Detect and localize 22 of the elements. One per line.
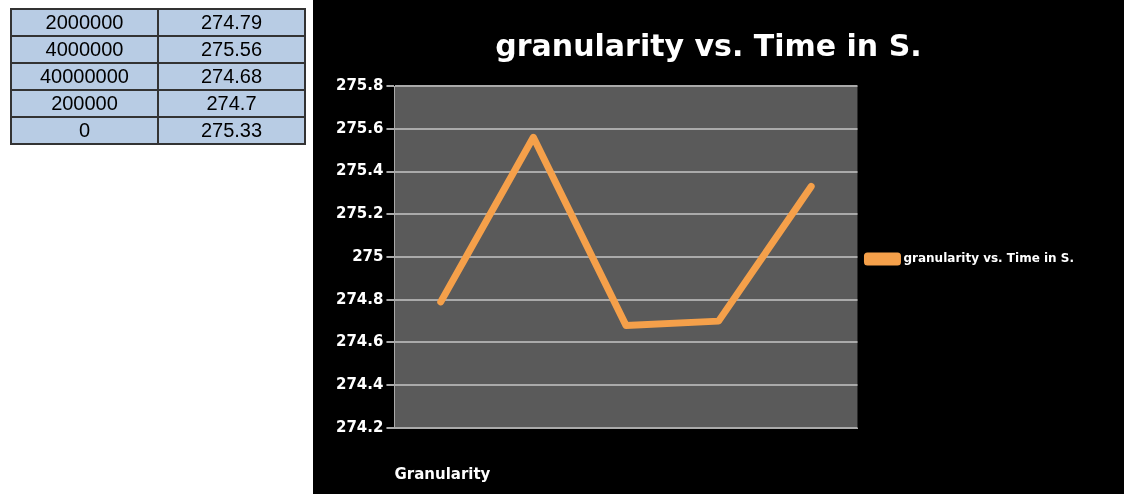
y-tick-label: 274.6: [335, 332, 384, 351]
text: 274.7: [158, 90, 305, 117]
text: 0: [11, 117, 158, 144]
text: 2000000: [11, 9, 158, 36]
y-tick-label: 275.6: [335, 118, 384, 137]
y-tick-label: 274.8: [335, 289, 384, 308]
legend-label: granularity vs. Time in S.: [903, 251, 1075, 266]
text: 4000000: [11, 36, 158, 63]
y-tick-label: 274.2: [335, 417, 384, 436]
text: 275.56: [158, 36, 305, 63]
text: 40000000: [11, 63, 158, 90]
x-axis-title: Granularity: [394, 464, 491, 483]
text: 274.79: [158, 9, 305, 36]
text: 274.68: [158, 63, 305, 90]
text: 200000: [11, 90, 158, 117]
y-tick-label: 275.2: [335, 204, 384, 223]
text: 275.33: [158, 117, 305, 144]
y-tick-label: 275: [352, 246, 384, 265]
y-tick-label: 274.4: [335, 375, 384, 394]
chart-title: granularity vs. Time in S.: [495, 27, 922, 63]
y-tick-label: 275.4: [335, 161, 384, 180]
y-tick-label: 275.8: [335, 75, 384, 94]
